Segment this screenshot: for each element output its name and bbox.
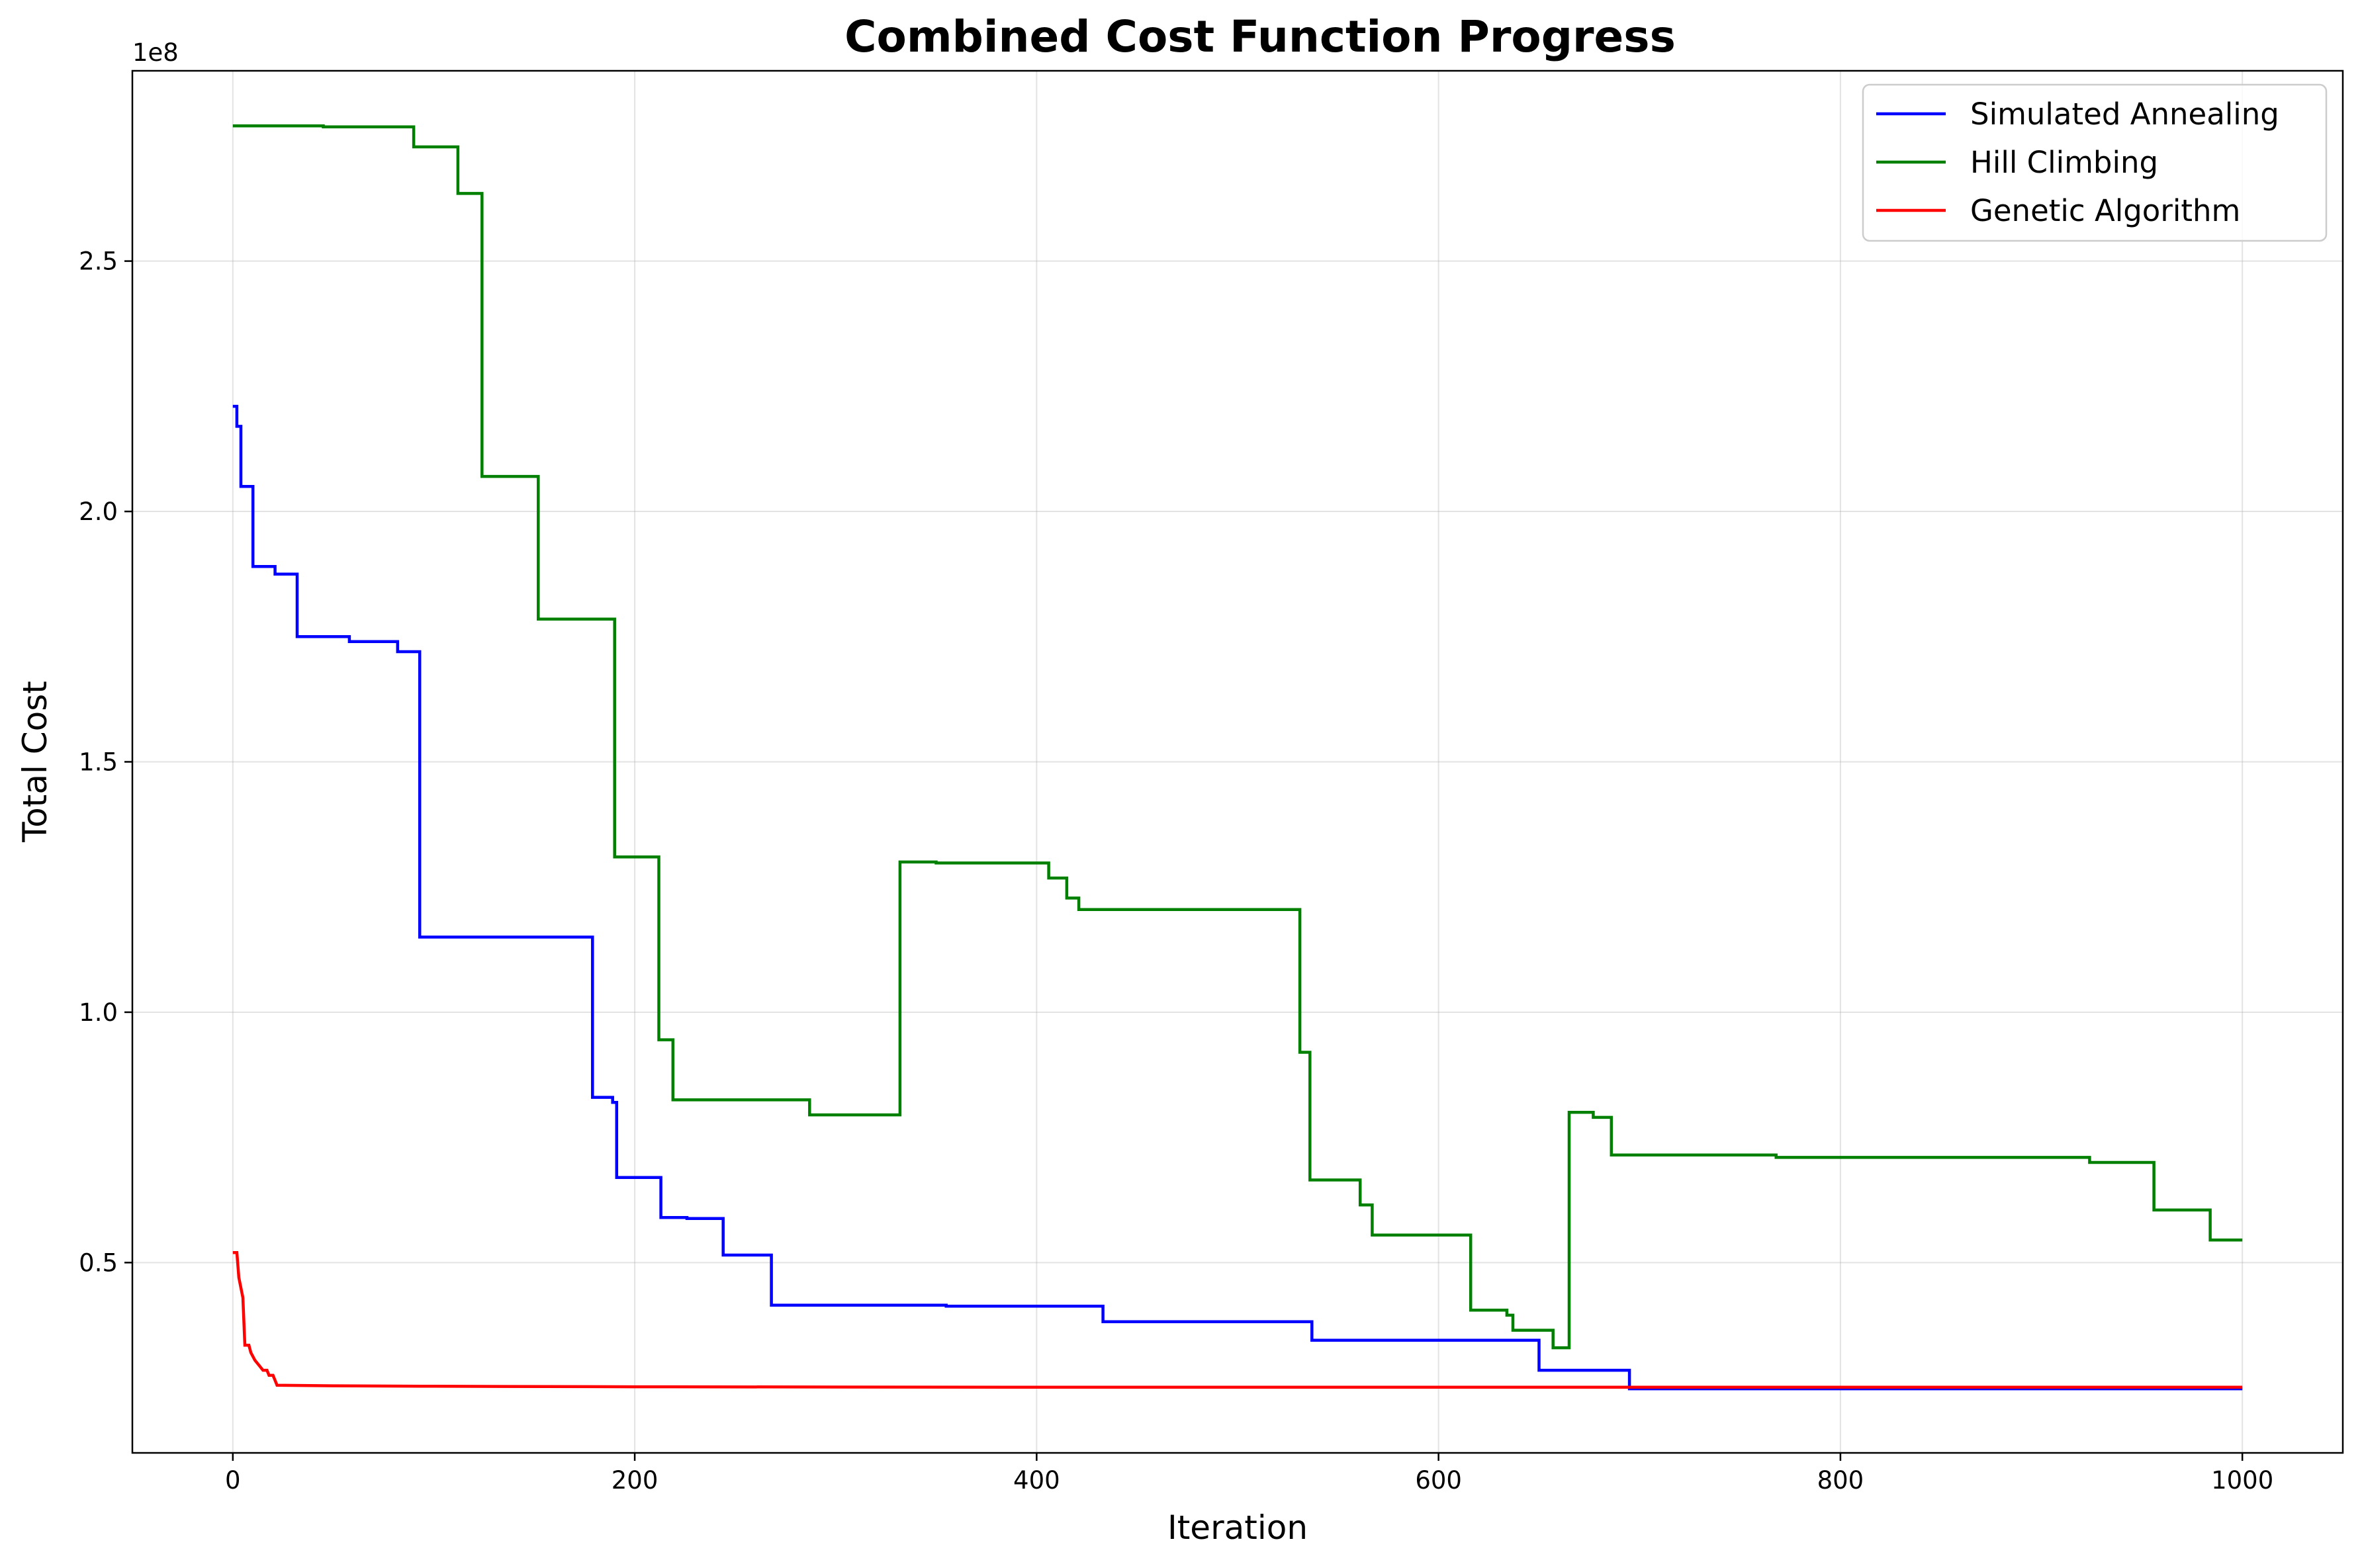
y-axis-offset-label: 1e8 (132, 38, 179, 67)
x-tick-label: 200 (612, 1466, 659, 1495)
series-line-simulated-annealing (232, 404, 2243, 1391)
y-tick-label: 0.5 (79, 1248, 118, 1277)
y-axis-label: Total Cost (16, 681, 54, 843)
chart-title: Combined Cost Function Progress (844, 11, 1676, 62)
y-tick-label: 1.0 (79, 998, 118, 1027)
x-tick-label: 0 (225, 1466, 241, 1495)
x-tick-label: 400 (1013, 1466, 1060, 1495)
y-tick-label: 2.0 (79, 498, 118, 526)
x-tick-label: 800 (1817, 1466, 1864, 1495)
legend-label-genetic-algorithm: Genetic Algorithm (1970, 193, 2240, 228)
y-tick-label: 1.5 (79, 748, 118, 777)
x-axis-label: Iteration (1167, 1508, 1308, 1547)
series-lines (232, 124, 2243, 1391)
y-tick-label: 2.5 (79, 247, 118, 276)
x-tick-label: 600 (1415, 1466, 1462, 1495)
x-tick-label: 1000 (2211, 1466, 2273, 1495)
legend-frame (1862, 83, 2328, 242)
series-line-genetic-algorithm (232, 1250, 2243, 1389)
legend-label-hill-climbing: Hill Climbing (1970, 145, 2158, 180)
series-line-hill-climbing (232, 124, 2243, 1350)
axis-ticks: 0 200 400 600 800 1000 0.5 1.0 1.5 2.0 2.5 (79, 247, 2273, 1495)
legend-label-simulated-annealing: Simulated Annealing (1970, 97, 2279, 132)
grid (132, 71, 2343, 1453)
legend: Simulated Annealing Hill Climbing Geneti… (1862, 83, 2328, 242)
